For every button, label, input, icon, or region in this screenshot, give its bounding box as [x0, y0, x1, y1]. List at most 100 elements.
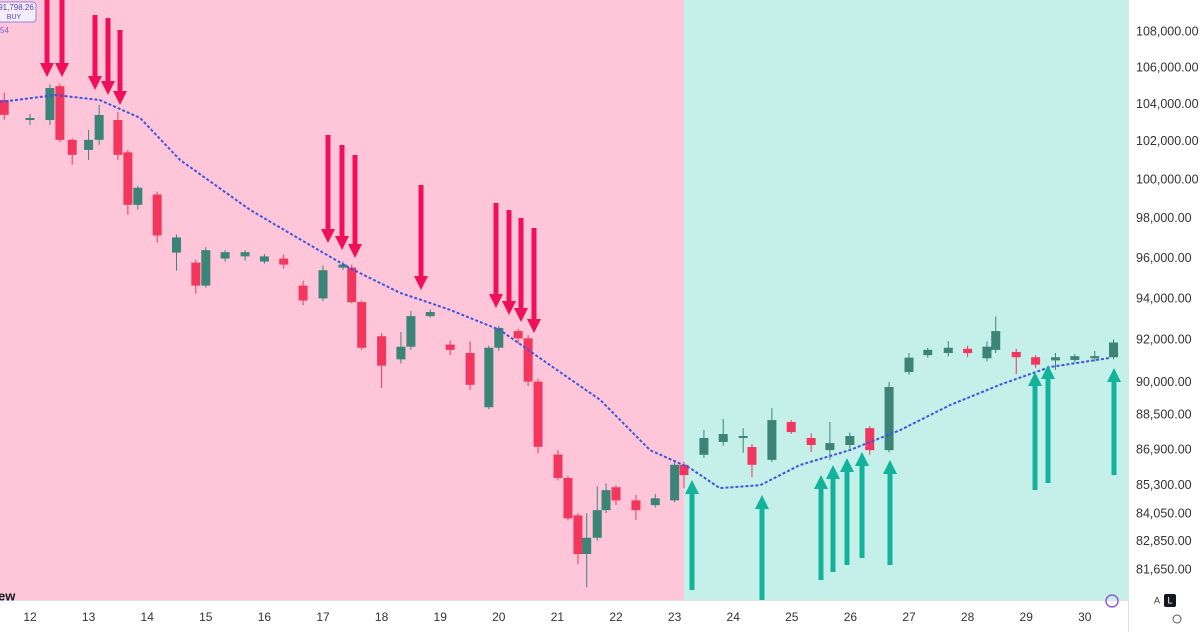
- signal-arrow: [527, 228, 541, 333]
- candle-body: [573, 515, 583, 555]
- log-scale-button[interactable]: L: [1167, 595, 1172, 605]
- x-tick-label: 16: [258, 610, 272, 624]
- moving-average: [0, 93, 1111, 490]
- candle-body: [845, 436, 855, 446]
- candle-body: [240, 252, 250, 257]
- candle-body: [1031, 357, 1041, 365]
- candle-body: [201, 250, 211, 286]
- candle-body: [991, 331, 1001, 350]
- x-tick-label: 15: [199, 610, 213, 624]
- candle-body: [318, 270, 328, 299]
- price-badge-signal: BUY: [7, 14, 22, 21]
- signal-arrow: [1107, 368, 1121, 475]
- signal-arrow: [840, 458, 854, 565]
- candle-body: [0, 99, 9, 115]
- candle-body: [923, 349, 933, 356]
- candle-body: [191, 262, 201, 286]
- candle-body: [582, 537, 592, 555]
- signal-arrow: [755, 495, 769, 600]
- candle-body: [533, 381, 543, 447]
- candle-body: [631, 500, 641, 511]
- candle-body: [377, 336, 387, 366]
- price-badge-value: 91,798.26: [0, 3, 34, 12]
- y-tick-label: 104,000.00: [1136, 97, 1199, 111]
- candle-body: [699, 437, 709, 455]
- candle-body: [338, 264, 348, 268]
- x-tick-label: 29: [1020, 610, 1034, 624]
- log-button-bg[interactable]: [1164, 594, 1176, 607]
- candle-body: [123, 152, 133, 205]
- candle-body: [1011, 351, 1021, 358]
- time-axis-area: [0, 600, 1128, 632]
- x-tick-label: 26: [844, 610, 858, 624]
- axes: 108,000.00 106,000.00 104,000.00 102,000.00…: [23, 24, 1198, 624]
- candle-body: [494, 327, 504, 348]
- y-tick-label: 85,300.00: [1136, 478, 1192, 492]
- candle-body: [738, 436, 748, 438]
- candle-body: [67, 139, 77, 155]
- signal-arrow: [414, 185, 428, 290]
- y-tick-label: 98,000.00: [1136, 211, 1192, 225]
- y-tick-label: 108,000.00: [1136, 24, 1199, 38]
- x-tick-label: 28: [961, 610, 975, 624]
- candle-body: [865, 428, 875, 451]
- x-tick-label: 12: [23, 610, 37, 624]
- x-tick-label: 18: [375, 610, 389, 624]
- candle-body: [679, 464, 689, 476]
- signal-arrow: [883, 460, 897, 565]
- candle-body: [767, 420, 777, 460]
- y-tick-label: 102,000.00: [1136, 134, 1199, 148]
- y-tick-label: 81,650.00: [1136, 562, 1192, 576]
- candle-body: [465, 353, 475, 385]
- candle-body: [1090, 356, 1100, 359]
- signal-arrow: [1028, 372, 1042, 490]
- x-tick-label: 30: [1078, 610, 1092, 624]
- settings-icon[interactable]: [1172, 614, 1182, 624]
- auto-scale-button[interactable]: A: [1154, 595, 1160, 605]
- candle-body: [806, 437, 816, 446]
- x-tick-label: 22: [609, 610, 623, 624]
- replay-icon[interactable]: [1105, 594, 1119, 608]
- x-tick-label: 24: [727, 610, 741, 624]
- y-tick-label: 90,000.00: [1136, 375, 1192, 389]
- candle-body: [113, 120, 123, 155]
- candle-body: [825, 443, 835, 451]
- signal-arrow: [335, 145, 349, 250]
- x-tick-label: 13: [82, 610, 96, 624]
- candle-body: [963, 348, 973, 354]
- price-badge: [0, 1, 37, 23]
- candle-body: [747, 447, 757, 465]
- y-tick-label: 106,000.00: [1136, 60, 1199, 74]
- candle-body: [563, 477, 573, 519]
- signal-arrow: [1041, 365, 1055, 483]
- candle-body: [982, 346, 992, 359]
- candle-body: [1109, 342, 1119, 358]
- candle-body: [786, 421, 796, 433]
- candle-body: [884, 386, 894, 451]
- y-tick-label: 100,000.00: [1136, 172, 1199, 186]
- signal-arrow: [113, 30, 127, 105]
- x-tick-label: 14: [141, 610, 155, 624]
- signal-arrow: [348, 155, 362, 258]
- candle-body: [592, 510, 602, 538]
- candle-body: [84, 139, 94, 150]
- x-tick-label: 21: [551, 610, 565, 624]
- candle-body: [152, 194, 162, 236]
- signal-arrow: [55, 0, 69, 77]
- signal-arrow: [855, 452, 869, 558]
- y-tick-label: 86,900.00: [1136, 442, 1192, 456]
- candle-body: [650, 498, 660, 506]
- signal-arrow: [826, 465, 840, 572]
- candle-body: [279, 258, 289, 265]
- candle-body: [523, 338, 533, 382]
- candle-body: [943, 347, 953, 354]
- candle-body: [425, 311, 435, 317]
- x-tick-label: 25: [785, 610, 799, 624]
- y-tick-label: 82,850.00: [1136, 534, 1192, 548]
- candle-body: [25, 117, 35, 121]
- candle-body: [904, 357, 914, 373]
- y-tick-label: 88,500.00: [1136, 407, 1192, 421]
- signal-region: [0, 0, 684, 600]
